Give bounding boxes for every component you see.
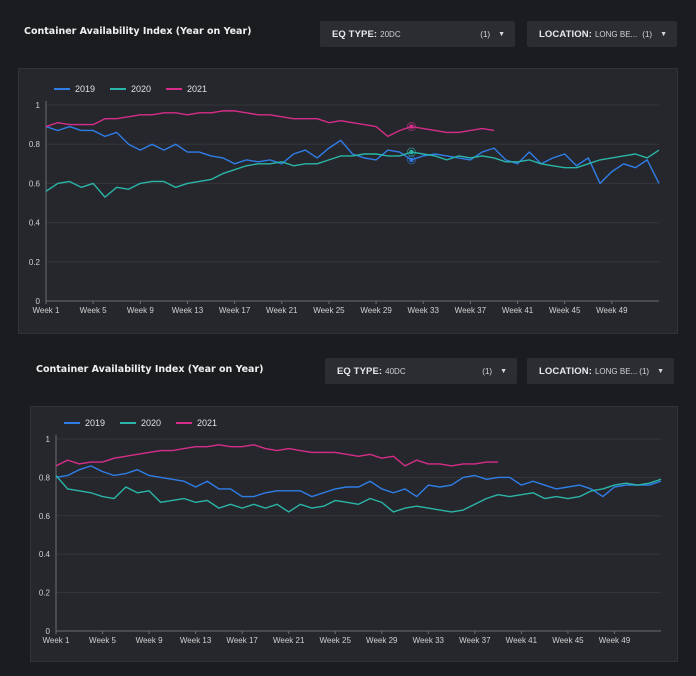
legend-label-2019: 2019 <box>75 84 95 94</box>
x-tick-label: Week 29 <box>366 636 398 645</box>
x-tick-label: Week 9 <box>136 636 164 645</box>
location-filter-2[interactable]: LOCATION: LONG BE... (1) ▼ <box>527 358 674 384</box>
y-tick-label: 0.2 <box>29 258 41 267</box>
legend-label-2020: 2020 <box>141 418 161 428</box>
location-filter-2-count: (1) <box>639 366 650 376</box>
caret-down-icon: ▼ <box>657 367 664 375</box>
x-tick-label: Week 5 <box>80 306 108 315</box>
x-tick-label: Week 41 <box>502 306 534 315</box>
eq-type-filter-1[interactable]: EQ TYPE: 20DC (1) ▼ <box>320 21 515 47</box>
legend-label-2021: 2021 <box>187 84 207 94</box>
highlight-point-2020 <box>409 149 414 155</box>
x-tick-label: Week 49 <box>596 306 628 315</box>
x-tick-label: Week 5 <box>89 636 117 645</box>
eq-type-filter-1-count: (1) <box>480 29 491 39</box>
legend-label-2020: 2020 <box>131 84 151 94</box>
series-line-2021 <box>55 444 499 467</box>
highlight-point-2021 <box>409 124 414 129</box>
x-tick-label: Week 25 <box>313 306 345 315</box>
x-tick-label: Week 13 <box>180 636 212 645</box>
y-tick-label: 0.8 <box>29 140 41 149</box>
location-filter-1-label: LOCATION: <box>539 28 592 40</box>
y-tick-label: 0.4 <box>39 550 51 559</box>
x-tick-label: Week 41 <box>506 636 538 645</box>
x-tick-label: Week 13 <box>172 306 204 315</box>
location-filter-1-count: (1) <box>642 29 653 39</box>
location-filter-2-label: LOCATION: <box>539 365 592 377</box>
x-tick-label: Week 21 <box>273 636 305 645</box>
x-tick-label: Week 45 <box>552 636 584 645</box>
legend-label-2021: 2021 <box>197 418 217 428</box>
x-tick-label: Week 49 <box>599 636 631 645</box>
caret-down-icon: ▼ <box>498 30 505 38</box>
location-filter-1-value: LONG BE... <box>594 29 638 39</box>
series-line-2021 <box>45 110 495 138</box>
x-tick-label: Week 25 <box>320 636 352 645</box>
x-tick-label: Week 21 <box>266 306 298 315</box>
legend-label-2019: 2019 <box>85 418 105 428</box>
y-tick-label: 0.4 <box>29 219 41 228</box>
x-tick-label: Week 1 <box>43 636 71 645</box>
series-line-2019 <box>55 465 662 498</box>
y-tick-label: 0.6 <box>39 512 51 521</box>
eq-type-filter-2-value: 40DC <box>385 366 406 376</box>
x-tick-label: Week 33 <box>413 636 445 645</box>
location-filter-1[interactable]: LOCATION: LONG BE... (1) ▼ <box>527 21 677 47</box>
y-tick-label: 0.8 <box>39 473 51 482</box>
chart-panel-2: 0 0.2 0.4 0.6 0.8 1 Week 1 Week 5 Week 9 Week 13 W… <box>30 406 678 662</box>
chart-panel-1: 0 0.2 0.4 0.6 0.8 1 Week 1 Week 5 Week 9 Week 13 W… <box>18 68 678 334</box>
y-tick-label: 0 <box>46 627 51 636</box>
chart-1-title: Container Availability Index (Year on Ye… <box>24 26 252 37</box>
x-tick-label: Week 37 <box>455 306 487 315</box>
highlight-point-2019 <box>409 157 414 163</box>
y-tick-label: 1 <box>46 435 51 444</box>
eq-type-filter-2-count: (1) <box>482 366 493 376</box>
y-tick-label: 0.2 <box>39 589 51 598</box>
line-chart-1[interactable]: 0 0.2 0.4 0.6 0.8 1 Week 1 Week 5 Week 9 Week 13 W… <box>19 69 679 335</box>
y-tick-label: 1 <box>36 101 41 110</box>
caret-down-icon: ▼ <box>660 30 667 38</box>
x-tick-label: Week 17 <box>226 636 258 645</box>
x-tick-label: Week 29 <box>360 306 392 315</box>
x-tick-label: Week 9 <box>127 306 155 315</box>
chart-2-title: Container Availability Index (Year on Ye… <box>36 364 264 375</box>
series-line-2020 <box>55 475 662 513</box>
eq-type-filter-1-value: 20DC <box>380 29 401 39</box>
eq-type-filter-2-label: EQ TYPE: <box>337 365 383 377</box>
line-chart-2[interactable]: 0 0.2 0.4 0.6 0.8 1 Week 1 Week 5 Week 9 Week 13 W… <box>31 407 679 663</box>
y-tick-label: 0.6 <box>29 179 41 188</box>
highlight-ring-2020 <box>406 147 416 157</box>
location-filter-2-value: LONG BE... <box>594 366 638 376</box>
x-tick-label: Week 37 <box>459 636 491 645</box>
x-tick-label: Week 33 <box>408 306 440 315</box>
highlight-ring-2021 <box>406 122 416 132</box>
series-line-2020 <box>45 149 660 198</box>
y-tick-label: 0 <box>36 297 41 306</box>
x-tick-label: Week 17 <box>219 306 251 315</box>
x-tick-label: Week 45 <box>549 306 581 315</box>
eq-type-filter-2[interactable]: EQ TYPE: 40DC (1) ▼ <box>325 358 517 384</box>
caret-down-icon: ▼ <box>500 367 507 375</box>
x-tick-label: Week 1 <box>33 306 61 315</box>
series-line-2019 <box>45 125 660 185</box>
eq-type-filter-1-label: EQ TYPE: <box>332 28 378 40</box>
